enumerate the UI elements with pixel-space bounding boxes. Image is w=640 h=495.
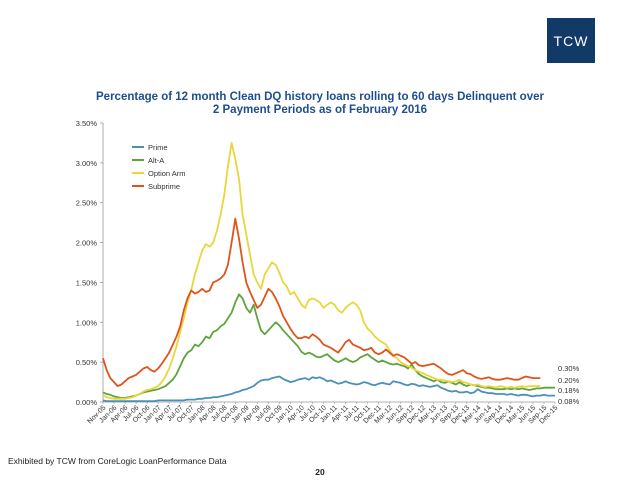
y-tick-label: 3.50%: [76, 119, 98, 128]
legend-label-option-arm: Option Arm: [148, 169, 186, 178]
legend-label-subprime: Subprime: [148, 182, 180, 191]
source-note: Exhibited by TCW from CoreLogic LoanPerf…: [8, 456, 227, 466]
legend-label-alt-a: Alt-A: [148, 156, 164, 165]
legend-label-prime: Prime: [148, 143, 168, 152]
end-value-label: 0.30%: [558, 364, 580, 373]
y-tick-label: 0.00%: [76, 398, 98, 407]
series-line-option-arm: [102, 141, 541, 400]
tcw-logo: TCW: [547, 18, 595, 63]
y-tick-label: 1.00%: [76, 318, 98, 327]
chart-title-line-1: Percentage of 12 month Clean DQ history …: [96, 91, 544, 103]
end-value-label: 0.08%: [558, 397, 580, 406]
y-tick-label: 3.00%: [76, 159, 98, 168]
y-tick-label: 2.00%: [76, 239, 98, 248]
series-line-alt-a: [102, 293, 555, 399]
series-line-subprime: [102, 217, 541, 388]
y-tick-label: 1.50%: [76, 278, 98, 287]
y-tick-label: 2.50%: [76, 199, 98, 208]
y-tick-label: 0.50%: [76, 358, 98, 367]
chart-title-line-2: 2 Payment Periods as of February 2016: [212, 104, 428, 116]
end-value-label: 0.20%: [558, 376, 580, 385]
page-number: 20: [315, 467, 325, 477]
end-value-label: 0.18%: [558, 386, 580, 395]
chart-title: Percentage of 12 month Clean DQ history …: [40, 91, 600, 117]
series-line-prime: [102, 375, 555, 403]
line-chart: 0.00% 0.50% 1.00% 1.50% 2.00% 2.50% 3.00% 3.50%…: [76, 119, 580, 425]
